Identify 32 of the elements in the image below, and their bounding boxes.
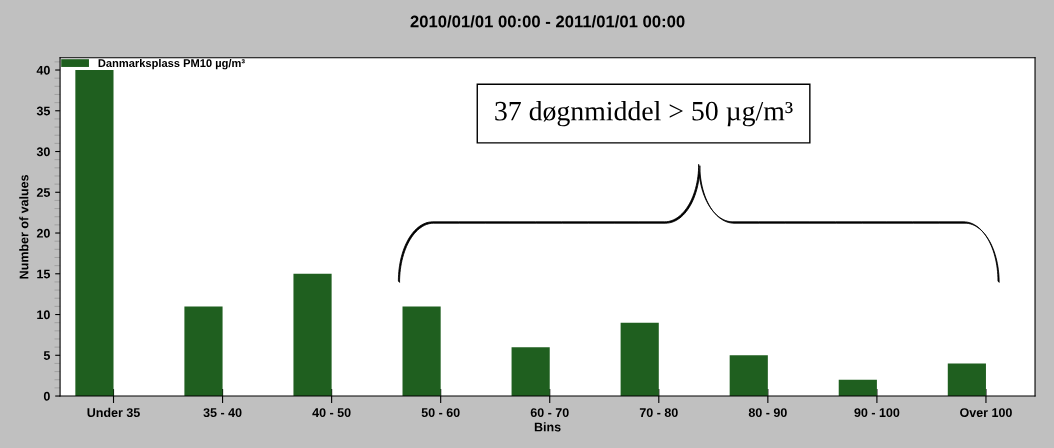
bar [838, 379, 877, 397]
y-tick-label: 40 [36, 65, 50, 75]
x-axis-title: Bins [534, 422, 561, 432]
bar [729, 355, 768, 397]
bar [184, 306, 223, 397]
y-tick-label: 35 [36, 106, 51, 116]
y-tick-label: 20 [36, 228, 50, 238]
bar [947, 363, 986, 397]
x-tick-label: 60 - 70 [530, 408, 569, 418]
x-tick-label: 90 - 100 [854, 408, 900, 418]
y-tick-label: 10 [37, 310, 50, 320]
bar [402, 306, 441, 397]
x-tick-label: 35 - 40 [203, 408, 242, 418]
x-tick-label: 80 - 90 [748, 408, 787, 418]
legend-label: Danmarksplass PM10 µg/m³ [98, 58, 245, 70]
bar [620, 322, 659, 397]
bar [75, 70, 114, 397]
bar [511, 347, 550, 397]
chart-title: 2010/01/01 00:00 - 2011/01/01 00:00 [410, 15, 685, 28]
y-tick-label: 15 [37, 269, 51, 279]
x-tick-label: 70 - 80 [639, 408, 678, 418]
annotation: 37 døgnmiddel > 50 µg/m³ [495, 100, 793, 127]
y-tick-label: 25 [36, 188, 51, 197]
bar [293, 273, 332, 397]
y-tick-label: 30 [36, 147, 50, 157]
x-tick-label: Under 35 [87, 407, 140, 418]
x-tick-label: 50 - 60 [421, 408, 460, 418]
y-tick-label: 0 [43, 391, 50, 401]
y-tick-label: 5 [43, 351, 51, 360]
y-axis-title: Number of values [19, 174, 29, 279]
x-tick-label: Over 100 [960, 408, 1012, 418]
x-tick-label: 40 - 50 [312, 408, 351, 418]
